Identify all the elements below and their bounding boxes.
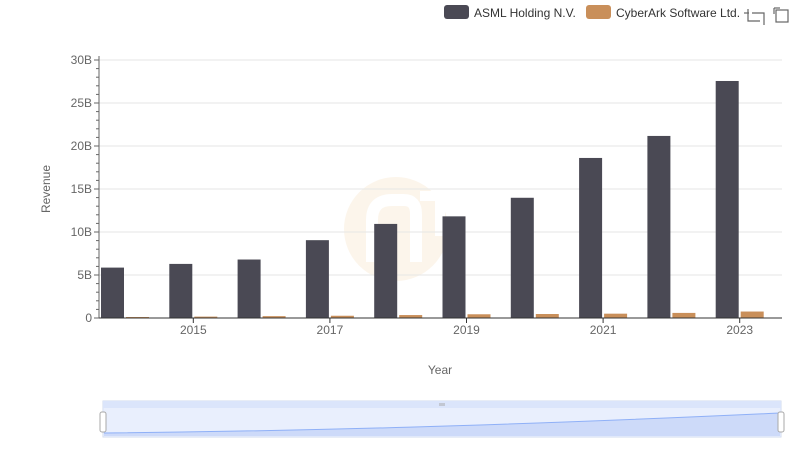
legend-label-cyberark[interactable]: CyberArk Software Ltd. — [616, 6, 740, 20]
x-tick-label: 2015 — [180, 323, 207, 337]
zoom-preview-line — [103, 412, 781, 434]
x-tick-label: 2019 — [453, 323, 480, 337]
legend-label-asml[interactable]: ASML Holding N.V. — [474, 6, 576, 20]
y-tick-labels: 0 5B 10B 15B 20B 25B 30B — [71, 53, 93, 325]
bar-asml-2017[interactable] — [305, 240, 329, 318]
bar-cyberark-2020[interactable] — [535, 314, 559, 318]
y-tick-label: 0 — [85, 311, 92, 325]
bar-cyberark-2021[interactable] — [604, 313, 628, 318]
y-axis-title: Revenue — [39, 165, 53, 213]
bars — [101, 80, 764, 318]
zoom-handle-right[interactable] — [777, 411, 785, 433]
bar-cyberark-2022[interactable] — [672, 312, 696, 318]
y-tick-label: 5B — [77, 268, 92, 282]
x-axis-title: Year — [428, 363, 452, 377]
x-tick-label: 2023 — [726, 323, 753, 337]
bar-cyberark-2015[interactable] — [194, 316, 218, 318]
bar-cyberark-2017[interactable] — [330, 315, 354, 318]
legend-swatch-asml — [444, 5, 469, 19]
bar-cyberark-2023[interactable] — [740, 311, 764, 318]
zoom-preview-area — [104, 413, 780, 436]
bar-cyberark-2016[interactable] — [262, 316, 286, 318]
bar-asml-2016[interactable] — [237, 259, 261, 318]
bar-cyberark-2019[interactable] — [467, 314, 491, 318]
x-tick-label: 2021 — [590, 323, 617, 337]
zoom-move-handle-icon — [439, 403, 445, 406]
zoom-handle-left[interactable] — [99, 411, 107, 433]
bar-asml-2020[interactable] — [510, 197, 534, 318]
bar-asml-2021[interactable] — [579, 157, 603, 318]
y-tick-label: 15B — [71, 182, 92, 196]
x-tick-label: 2017 — [317, 323, 344, 337]
legend-swatch-cyberark — [586, 5, 611, 19]
y-tick-label: 30B — [71, 53, 92, 67]
x-tick-labels: 2015 2017 2019 2021 2023 — [180, 318, 753, 337]
y-tick-label: 10B — [71, 225, 92, 239]
bar-asml-2019[interactable] — [442, 216, 466, 318]
restore-icon[interactable] — [773, 7, 789, 23]
bar-asml-2018[interactable] — [374, 223, 398, 318]
axes — [94, 56, 782, 319]
bar-asml-2015[interactable] — [169, 263, 193, 318]
data-zoom-slider[interactable] — [99, 400, 785, 438]
y-tick-label: 20B — [71, 139, 92, 153]
bar-asml-2022[interactable] — [647, 135, 671, 318]
bar-asml-2023[interactable] — [715, 80, 739, 318]
y-tick-label: 25B — [71, 96, 92, 110]
bar-cyberark-2018[interactable] — [399, 315, 423, 318]
bar-asml-2014[interactable] — [101, 267, 124, 318]
legend[interactable]: ASML Holding N.V. CyberArk Software Ltd. — [444, 5, 740, 20]
zoom-icon[interactable] — [744, 9, 765, 25]
